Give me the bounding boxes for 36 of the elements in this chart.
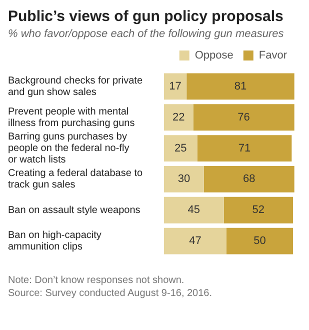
bar — [197, 135, 292, 162]
data-label: 17 — [169, 80, 182, 92]
data-label: 30 — [178, 173, 190, 186]
chart-subtitle: % who favor/oppose each of the following gun measures — [8, 28, 285, 40]
y-tick-label: Creating a federal database to track gun sales — [8, 168, 143, 191]
data-label: 68 — [242, 173, 256, 186]
bar — [164, 196, 224, 224]
data-label: 71 — [238, 142, 251, 154]
data-label: 47 — [189, 235, 202, 248]
bar — [164, 135, 198, 162]
data-label: 22 — [172, 111, 185, 124]
legend-label: Favor — [258, 50, 288, 62]
bar — [164, 228, 227, 254]
data-label: 25 — [174, 142, 187, 154]
data-label: 76 — [238, 111, 250, 124]
text: Note: Don’t know responses not shown. — [8, 274, 186, 287]
y-tick-label: Prevent people with mental illness from purchasing guns — [8, 106, 135, 129]
bar — [164, 166, 204, 192]
source-note: Source: Survey conducted August 9-16, 2016. — [8, 287, 214, 300]
bar — [224, 196, 294, 224]
y-tick-label: Background checks for private and gun show sales — [8, 75, 143, 98]
data-label: 50 — [254, 235, 266, 248]
y-tick-label: Barring guns purchases by people on the federal no-fly or watch lists — [8, 132, 130, 166]
bar — [193, 104, 294, 131]
chart-title: Public’s views of gun policy proposals — [8, 8, 284, 25]
bar — [164, 73, 187, 100]
y-tick-label: Ban on high-capacity ammunition clips — [8, 230, 102, 253]
data-label: 81 — [234, 80, 247, 92]
bar — [226, 228, 294, 254]
data-label: 52 — [252, 204, 265, 216]
bar — [186, 73, 294, 100]
bar — [204, 166, 294, 192]
bar — [164, 104, 194, 131]
data-label: 45 — [188, 204, 200, 216]
legend-label: Oppose — [194, 50, 234, 62]
y-tick-label: Ban on assault style weapons — [8, 204, 140, 216]
